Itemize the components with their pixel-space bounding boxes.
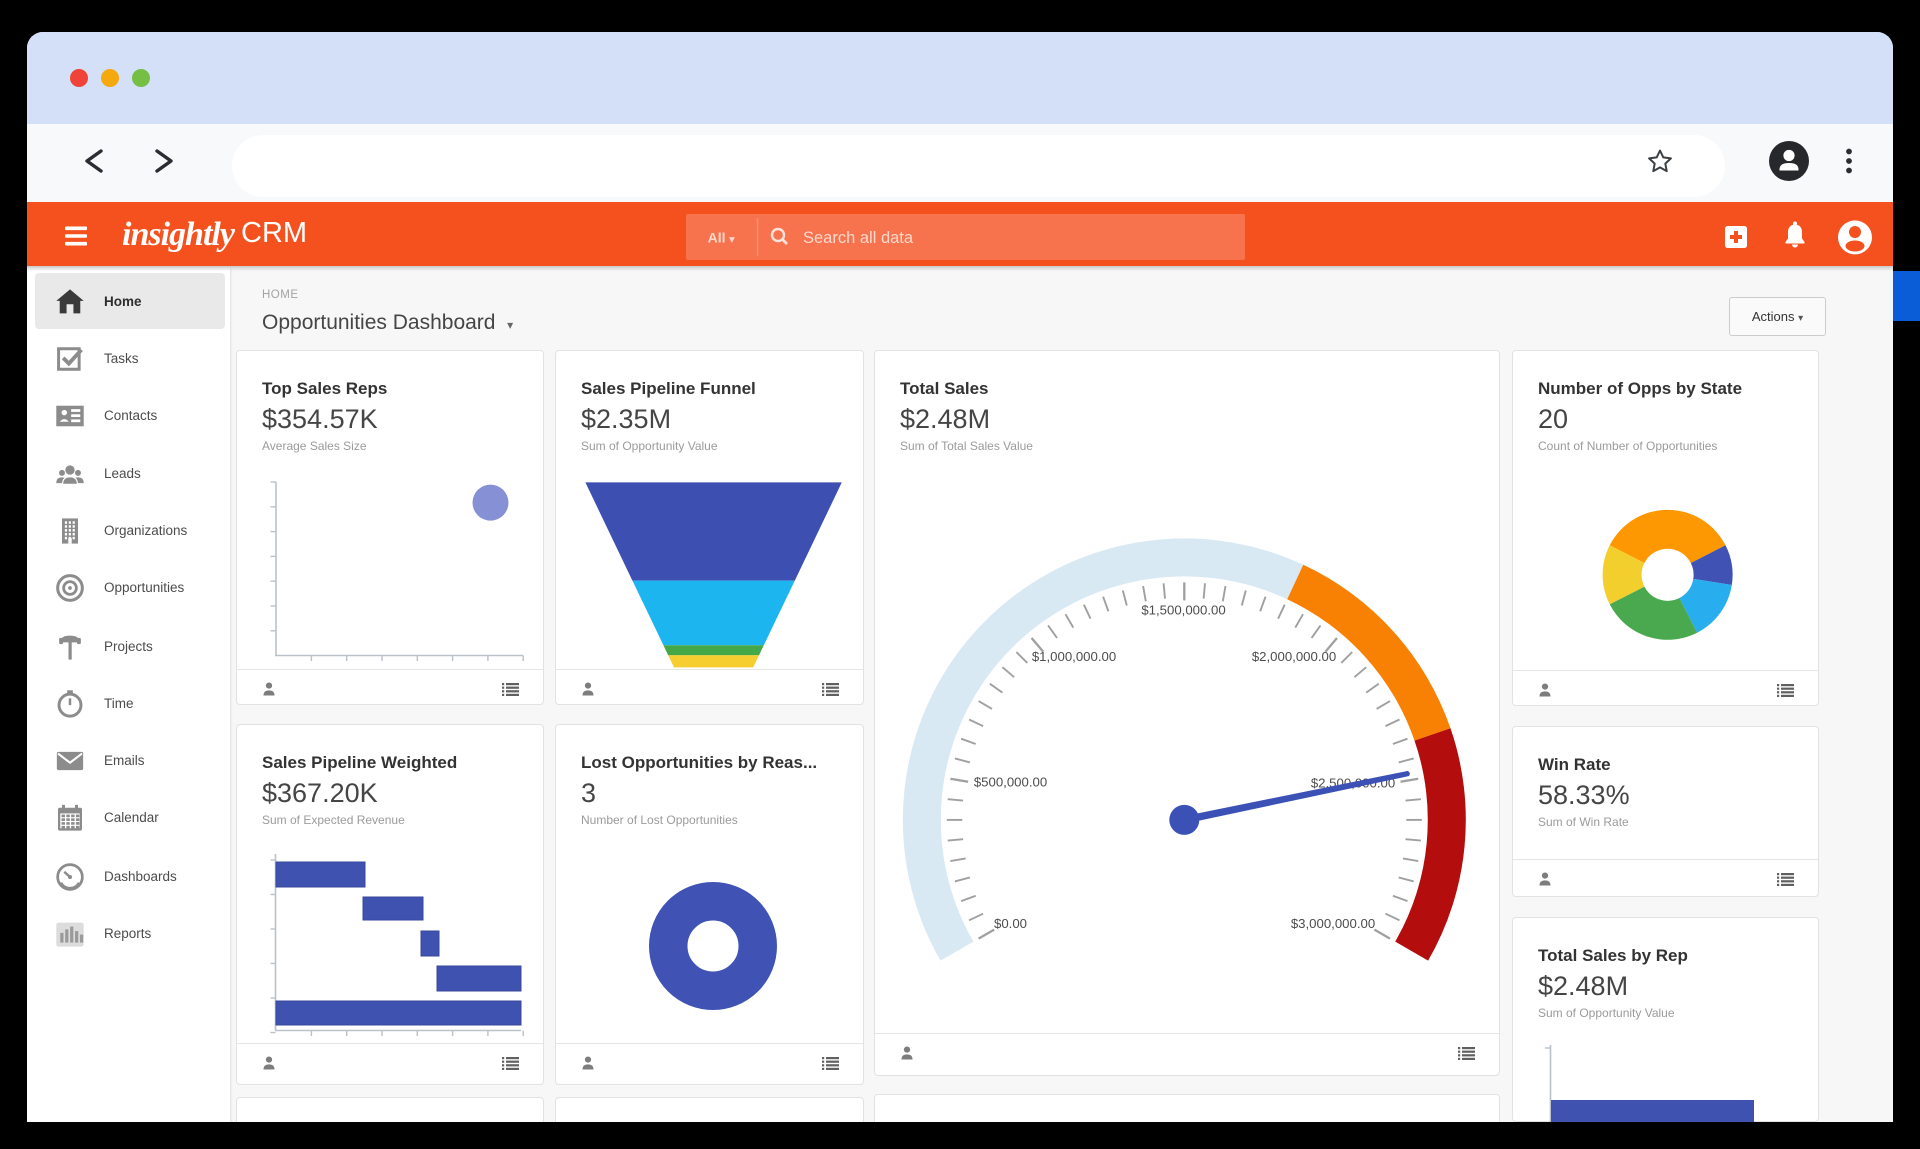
svg-text:All ▾: All ▾ xyxy=(708,230,736,246)
svg-text:Search all data: Search all data xyxy=(803,229,914,247)
